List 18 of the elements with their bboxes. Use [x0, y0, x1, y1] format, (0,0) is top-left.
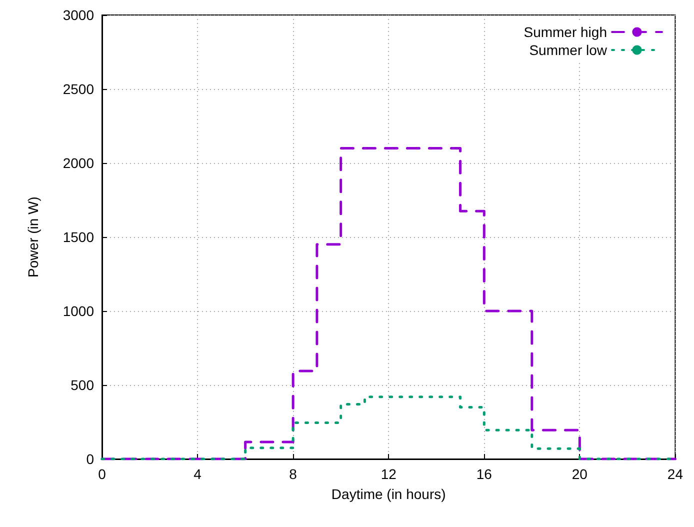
y-tick-label: 1500 [62, 229, 94, 245]
y-axis-title: Power (in W) [25, 196, 41, 278]
legend-label: Summer low [529, 42, 608, 58]
y-tick-label: 2000 [62, 155, 94, 171]
x-tick-label: 24 [667, 466, 684, 482]
x-tick-label: 8 [289, 466, 298, 482]
y-tick-label: 500 [70, 377, 94, 393]
y-tick-label: 1000 [62, 303, 94, 319]
y-tick-label: 3000 [62, 7, 94, 23]
y-tick-label: 0 [86, 451, 94, 467]
x-tick-label: 4 [194, 466, 202, 482]
x-tick-label: 12 [380, 466, 397, 482]
x-tick-label: 16 [476, 466, 492, 482]
y-tick-label: 2500 [62, 81, 94, 97]
legend-label: Summer high [524, 24, 607, 40]
x-tick-label: 20 [572, 466, 588, 482]
x-axis-title: Daytime (in hours) [331, 486, 446, 502]
x-tick-label: 0 [98, 466, 106, 482]
